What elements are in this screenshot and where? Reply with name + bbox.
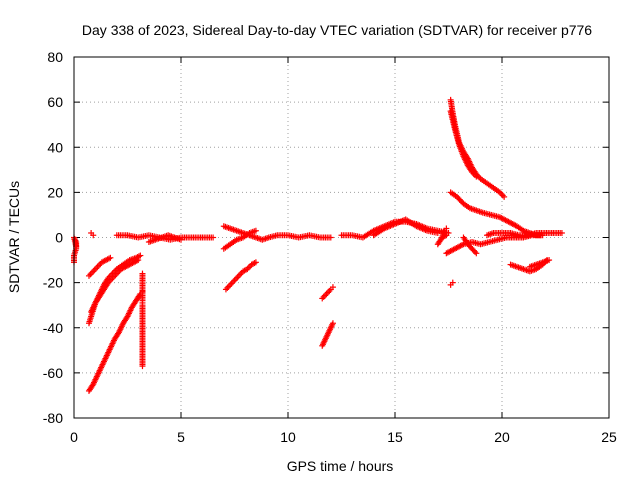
- data-point-sat-j: [252, 259, 259, 266]
- y-tick-label: 20: [47, 184, 63, 200]
- data-point-sat-q: [473, 173, 480, 180]
- y-tick-label: -20: [43, 275, 63, 291]
- data-point-sat-t: [472, 248, 479, 255]
- data-point-sat-x: [449, 279, 456, 286]
- data-point-sat-p: [501, 193, 508, 200]
- y-tick-label: -40: [43, 320, 63, 336]
- x-tick-label: 20: [494, 429, 510, 445]
- data-point-sat-h: [327, 234, 334, 241]
- data-point-sat-w: [546, 257, 553, 264]
- data-point-sat-f: [210, 234, 217, 241]
- data-point-sat-g: [178, 236, 184, 243]
- data-point-sat-l: [329, 284, 336, 291]
- data-point-sat-t: [473, 250, 480, 257]
- data-point-sat-c: [137, 252, 144, 259]
- y-tick-label: 40: [47, 139, 63, 155]
- x-tick-label: 0: [70, 429, 78, 445]
- x-tick-label: 15: [387, 429, 403, 445]
- x-tick-label: 5: [177, 429, 185, 445]
- axis-ticks: 0 5 10 15 20 25 -80 -60 -40 -20 0 20 40 60 80: [43, 49, 617, 445]
- y-tick-label: 80: [47, 49, 63, 65]
- data-point-sat-f: [90, 232, 97, 239]
- data-point-sat-i: [252, 227, 259, 234]
- plot-frame: [73, 56, 610, 419]
- y-axis-label: SDTVAR / TECUs: [6, 181, 22, 293]
- data-point-sat-n: [434, 229, 441, 236]
- data-points: [71, 96, 565, 394]
- chart-title: Day 338 of 2023, Sidereal Day-to-day VTE…: [82, 22, 592, 38]
- data-point-sat-d: [107, 254, 114, 261]
- y-tick-label: -60: [43, 365, 63, 381]
- x-tick-label: 10: [280, 429, 296, 445]
- y-tick-label: 60: [47, 94, 63, 110]
- y-tick-label: -80: [43, 410, 63, 426]
- y-tick-label: 0: [55, 230, 63, 246]
- data-point-sat-z: [139, 363, 146, 370]
- data-point-sat-y: [443, 225, 450, 232]
- data-point-sat-k: [329, 320, 336, 327]
- x-tick-label: 25: [601, 429, 617, 445]
- x-axis-label: GPS time / hours: [287, 458, 394, 474]
- data-point-sat-u: [558, 229, 565, 236]
